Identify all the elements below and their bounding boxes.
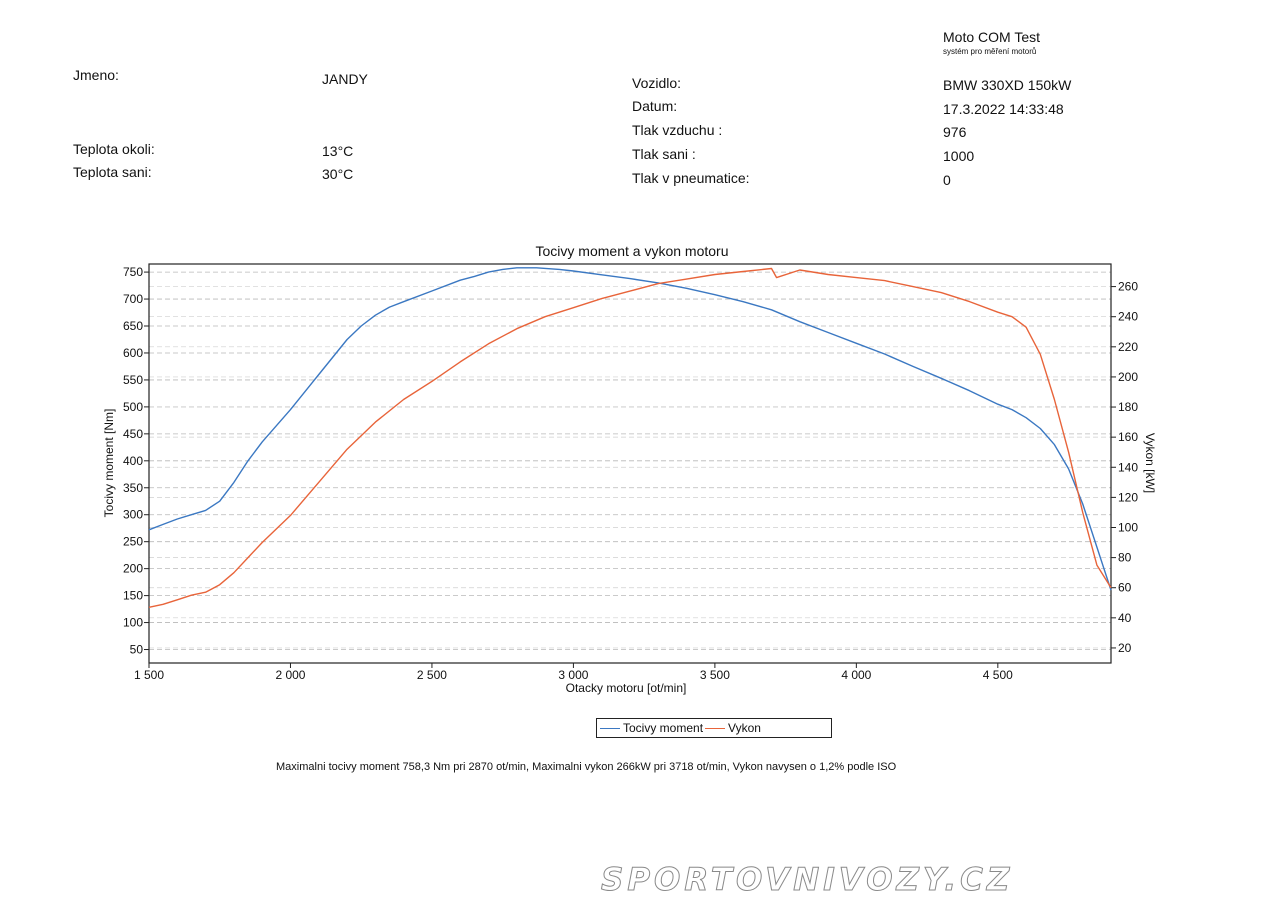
intake-temp-label: Teplota sani: xyxy=(73,164,152,180)
watermark-text: SPORTOVNIVOZY.CZ xyxy=(600,862,1014,899)
y-axis-label-right: Vykon [kW] xyxy=(1143,433,1157,493)
summary-text: Maximalni tocivy moment 758,3 Nm pri 287… xyxy=(276,761,897,773)
y-right-tick-label: 160 xyxy=(1118,430,1138,444)
y-left-tick-label: 300 xyxy=(123,508,143,522)
legend-label-torque: Tocivy moment xyxy=(623,721,704,735)
torque-line xyxy=(148,267,1112,591)
y-left-tick-label: 700 xyxy=(123,292,143,306)
y-left-tick-label: 100 xyxy=(123,616,143,630)
air-pressure-label: Tlak vzduchu : xyxy=(632,122,723,138)
power-line xyxy=(148,267,1112,608)
intake-pressure-value: 1000 xyxy=(943,148,975,164)
y-left-tick-label: 200 xyxy=(123,562,143,576)
y-left-tick-label: 450 xyxy=(123,427,143,441)
x-tick-label: 3 000 xyxy=(558,668,588,682)
x-tick-label: 2 500 xyxy=(417,668,447,682)
y-right-tick-label: 200 xyxy=(1118,370,1138,384)
y-right-tick-label: 20 xyxy=(1118,641,1132,655)
plot-frame xyxy=(148,263,1112,664)
y-right-tick-label: 180 xyxy=(1118,400,1138,414)
y-left-tick-label: 350 xyxy=(123,481,143,495)
legend-swatch-torque xyxy=(600,727,620,729)
x-tick-label: 4 500 xyxy=(983,668,1013,682)
y-right-tick-label: 100 xyxy=(1118,520,1138,534)
y-left-tick-label: 500 xyxy=(123,400,143,414)
grid-lines xyxy=(149,271,1111,650)
y-right-tick-label: 260 xyxy=(1118,280,1138,294)
y-right-tick-label: 220 xyxy=(1118,340,1138,354)
y-left-tick-label: 750 xyxy=(123,265,143,279)
vehicle-value: BMW 330XD 150kW xyxy=(943,77,1072,93)
vehicle-label: Vozidlo: xyxy=(632,75,682,91)
y-left-tick-label: 650 xyxy=(123,319,143,333)
x-tick-label: 3 500 xyxy=(700,668,730,682)
y-right-tick-label: 240 xyxy=(1118,310,1138,324)
y-left-tick-label: 150 xyxy=(123,589,143,603)
y-right-tick-label: 140 xyxy=(1118,460,1138,474)
air-pressure-value: 976 xyxy=(943,124,967,140)
ambient-temp-label: Teplota okoli: xyxy=(73,141,155,157)
tire-pressure-label: Tlak v pneumatice: xyxy=(632,170,750,186)
x-tick-label: 1 500 xyxy=(134,668,164,682)
y-axis-label-left: Tocivy moment [Nm] xyxy=(102,409,116,518)
tire-pressure-value: 0 xyxy=(943,172,951,188)
y-right-tick-label: 80 xyxy=(1118,551,1132,565)
x-tick-label: 2 000 xyxy=(275,668,305,682)
intake-temp-value: 30°C xyxy=(322,166,354,182)
x-tick-label: 4 000 xyxy=(841,668,871,682)
y-left-tick-label: 550 xyxy=(123,373,143,387)
axis-ticks: 50 100 150 200 250 300 350 400 450 500 550 600 650 70… xyxy=(123,265,1138,682)
legend-label-power: Vykon xyxy=(728,721,761,735)
brand-subtitle: systém pro měření motorů xyxy=(943,47,1037,56)
y-left-tick-label: 600 xyxy=(123,346,143,360)
x-axis-label: Otacky motoru [ot/min] xyxy=(566,681,687,695)
y-right-tick-label: 40 xyxy=(1118,611,1132,625)
name-value: JANDY xyxy=(322,71,368,87)
brand-title: Moto COM Test xyxy=(943,29,1040,45)
y-left-tick-label: 400 xyxy=(123,454,143,468)
date-label: Datum: xyxy=(632,98,678,114)
ambient-temp-value: 13°C xyxy=(322,143,354,159)
y-left-tick-label: 50 xyxy=(130,643,144,657)
y-right-tick-label: 120 xyxy=(1118,490,1138,504)
y-left-tick-label: 250 xyxy=(123,535,143,549)
name-label: Jmeno: xyxy=(73,67,119,83)
chart-title: Tocivy moment a vykon motoru xyxy=(536,243,729,259)
chart-legend: Tocivy moment Vykon xyxy=(596,718,832,738)
date-value: 17.3.2022 14:33:48 xyxy=(943,101,1064,117)
legend-swatch-power xyxy=(705,727,726,729)
series-lines xyxy=(148,267,1112,608)
intake-pressure-label: Tlak sani : xyxy=(632,146,696,162)
y-right-tick-label: 60 xyxy=(1118,581,1132,595)
